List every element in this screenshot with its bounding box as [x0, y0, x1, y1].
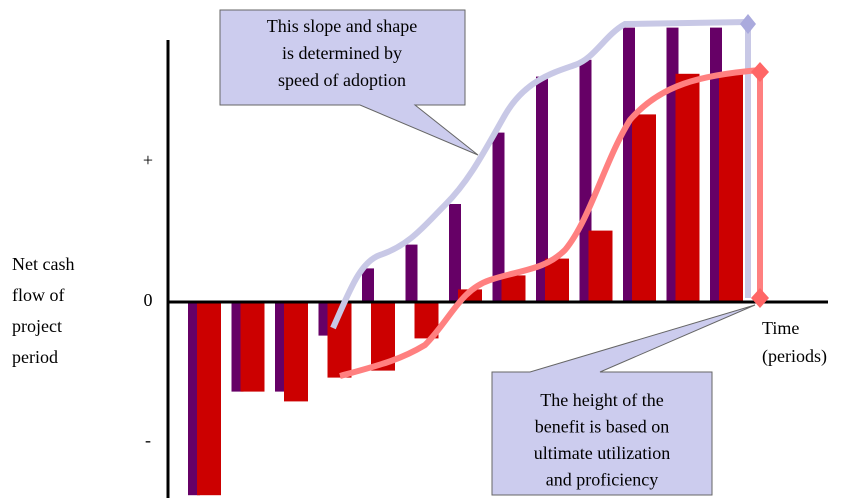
annotation: This slope and shape [267, 16, 417, 36]
y-tick-label: 0 [144, 290, 153, 310]
bar [719, 73, 743, 302]
bar [501, 275, 526, 302]
bar [632, 114, 656, 303]
bar [405, 244, 418, 302]
bar [284, 302, 308, 402]
benefit-curve [339, 67, 761, 379]
annotation: benefit is based on [535, 417, 669, 437]
bar [449, 204, 461, 302]
diamond [740, 14, 756, 34]
bar [545, 258, 569, 302]
diamond [751, 62, 769, 82]
labels: - 0 + Net cash flow of project period Time (peri… [12, 16, 827, 490]
bar [536, 76, 548, 302]
bars [188, 27, 743, 496]
y-axis-label: period [12, 347, 58, 367]
annotation: speed of adoption [278, 70, 406, 90]
y-tick-label: - [145, 430, 151, 450]
callout [219, 9, 479, 156]
bar [197, 302, 221, 496]
annotation: and proficiency [546, 470, 658, 490]
annotation: is determined by [282, 43, 402, 63]
y-tick-label: + [143, 150, 153, 170]
callout [491, 304, 756, 496]
diamond [751, 288, 769, 308]
y-axis-label: project [12, 316, 62, 336]
annotation: ultimate utilization [534, 443, 670, 463]
bar [675, 73, 700, 302]
bar [240, 302, 265, 392]
y-axis-label: Net cash [12, 254, 74, 274]
y-axis-label: flow of [12, 285, 65, 305]
bar [588, 230, 613, 302]
x-axis-label: Time [762, 318, 799, 338]
annotation: The height of the [540, 390, 663, 410]
x-axis-label: (periods) [762, 346, 827, 367]
adoption-curve [330, 19, 749, 330]
bar [362, 268, 374, 302]
bar [492, 132, 505, 302]
